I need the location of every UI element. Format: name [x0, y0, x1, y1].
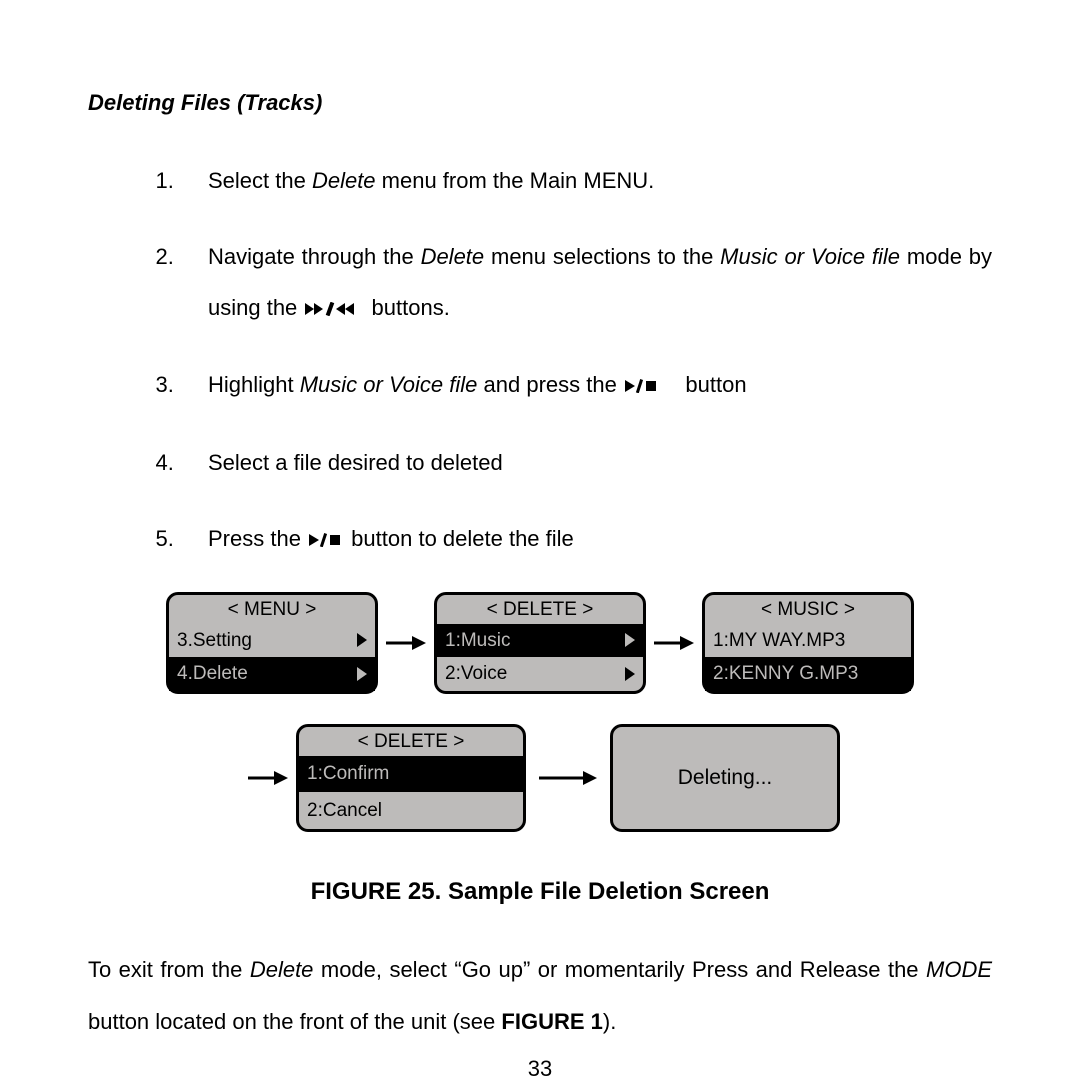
page: Deleting Files (Tracks) Select the Delet… — [0, 0, 1080, 1083]
screen-delete-confirm: < DELETE > 1:Confirm 2:Cancel — [296, 724, 526, 832]
screen-line: 3.Setting — [169, 624, 375, 658]
text: button located on the front of the unit … — [88, 1009, 501, 1034]
text-em: MODE — [926, 957, 992, 982]
text-em: Delete — [421, 244, 485, 269]
step-3: Highlight Music or Voice file and press … — [180, 360, 992, 411]
figure-caption: FIGURE 25. Sample File Deletion Screen — [88, 876, 992, 908]
chevron-right-icon — [357, 633, 367, 647]
page-number: 33 — [88, 1054, 992, 1083]
section-title: Deleting Files (Tracks) — [88, 88, 992, 118]
text: mode, select “Go up” or momentarily Pres… — [313, 957, 926, 982]
text: Navigate through the — [208, 244, 421, 269]
screen-title: < DELETE > — [299, 727, 523, 756]
text: menu from the Main MENU. — [376, 168, 655, 193]
chevron-right-icon — [357, 667, 367, 681]
step-2: Navigate through the Delete menu selecti… — [180, 232, 992, 334]
text: ). — [603, 1009, 616, 1034]
text-em: Music or Voice file — [720, 244, 900, 269]
screen-message: Deleting... — [678, 764, 773, 792]
instruction-list: Select the Delete menu from the Main MEN… — [88, 156, 992, 566]
text-strong: FIGURE 1 — [501, 1009, 602, 1034]
screen-delete: < DELETE > 1:Music 2:Voice — [434, 592, 646, 694]
text: buttons. — [372, 295, 450, 320]
text: button — [679, 372, 746, 397]
body-paragraph: To exit from the Delete mode, select “Go… — [88, 944, 992, 1047]
diagram-row-2: < DELETE > 1:Confirm 2:Cancel Deleting..… — [166, 724, 914, 832]
text: Highlight — [208, 372, 300, 397]
arrow-right-icon — [378, 634, 434, 652]
screen-title: < MUSIC > — [705, 595, 911, 624]
diagram-row-1: < MENU > 3.Setting 4.Delete < DELETE > 1… — [166, 592, 914, 694]
diagram: < MENU > 3.Setting 4.Delete < DELETE > 1… — [88, 592, 992, 862]
text: Select a file desired to deleted — [208, 450, 503, 475]
text-em: Delete — [312, 168, 376, 193]
play-stop-icon — [309, 515, 343, 566]
screen-line: 2:Cancel — [299, 792, 523, 829]
chevron-right-icon — [625, 633, 635, 647]
text: Select the — [208, 168, 312, 193]
arrow-right-icon — [240, 769, 296, 787]
screen-line-selected: 2:KENNY G.MP3 — [705, 657, 911, 691]
text: menu selections to the — [484, 244, 720, 269]
arrow-right-icon — [646, 634, 702, 652]
screen-line-selected: 1:Confirm — [299, 756, 523, 793]
screen-deleting: Deleting... — [610, 724, 840, 832]
ffwd-rew-icon — [305, 284, 363, 335]
screen-title: < DELETE > — [437, 595, 643, 624]
screen-menu: < MENU > 3.Setting 4.Delete — [166, 592, 378, 694]
chevron-right-icon — [625, 667, 635, 681]
screen-music: < MUSIC > 1:MY WAY.MP3 2:KENNY G.MP3 — [702, 592, 914, 694]
step-1: Select the Delete menu from the Main MEN… — [180, 156, 992, 207]
step-4: Select a file desired to deleted — [180, 438, 992, 489]
screen-line: 2:Voice — [437, 657, 643, 691]
text-em: Music or Voice file — [300, 372, 478, 397]
screen-line-selected: 1:Music — [437, 624, 643, 658]
screen-title: < MENU > — [169, 595, 375, 624]
arrow-right-icon — [526, 769, 610, 787]
text: button to delete the file — [351, 526, 574, 551]
screen-line-selected: 4.Delete — [169, 657, 375, 691]
text: To exit from the — [88, 957, 250, 982]
step-5: Press the button to delete the file — [180, 514, 992, 565]
play-stop-icon — [625, 361, 659, 412]
screen-line: 1:MY WAY.MP3 — [705, 624, 911, 658]
text: and press the — [477, 372, 616, 397]
text-em: Delete — [250, 957, 314, 982]
text: Press the — [208, 526, 307, 551]
